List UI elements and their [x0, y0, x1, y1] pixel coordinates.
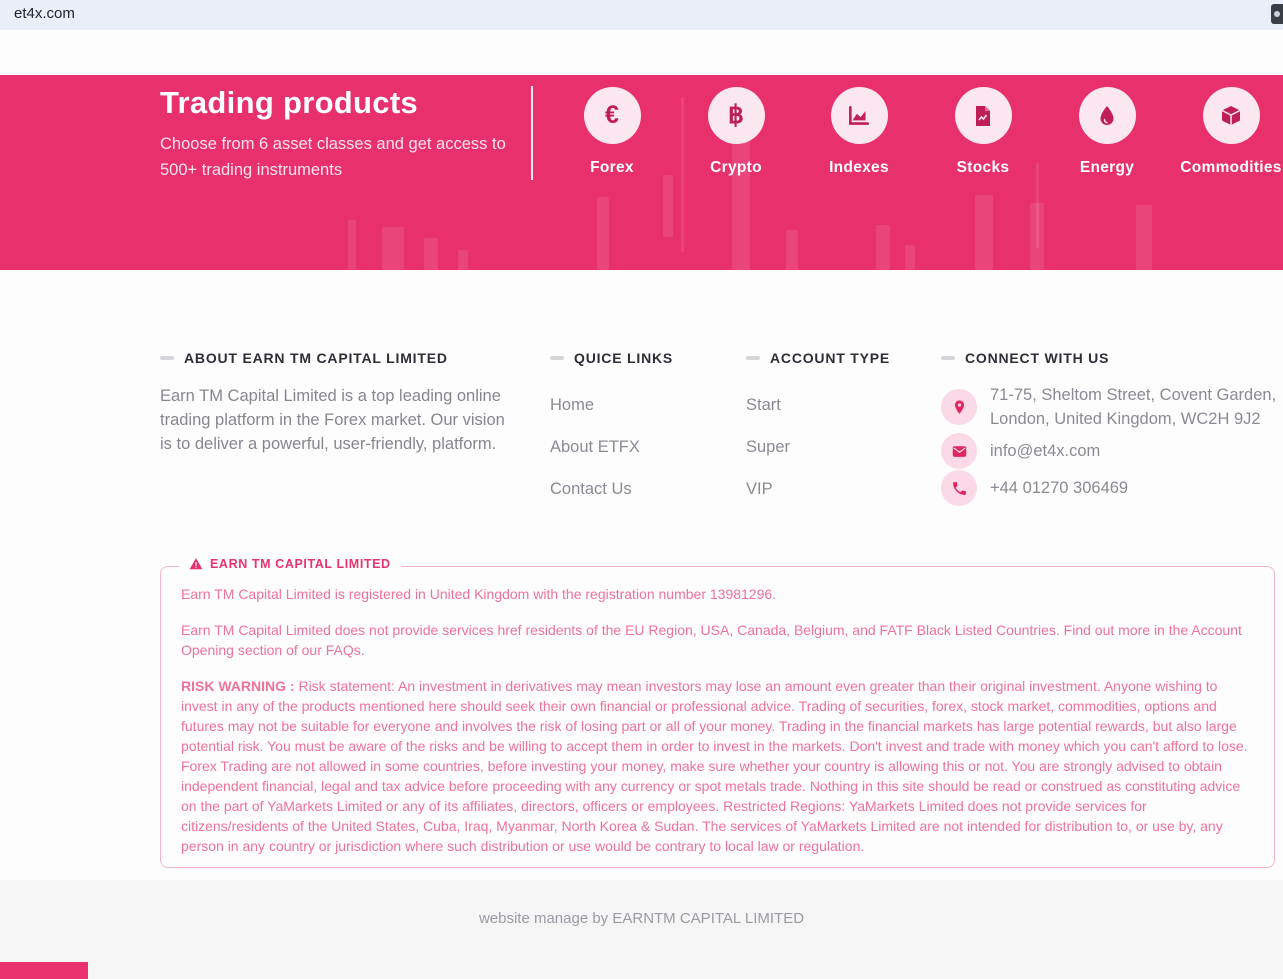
cube-icon: [1202, 87, 1260, 144]
phone-icon: [941, 470, 977, 506]
envelope-icon: [941, 433, 977, 469]
heading-dash: [160, 356, 174, 360]
candlestick-decoration: [905, 245, 915, 270]
site-credit: website manage by EARNTM CAPITAL LIMITED: [478, 910, 805, 927]
document-chart-icon: [954, 87, 1012, 144]
droplet-icon: [1078, 87, 1136, 144]
heading-dash: [550, 356, 564, 360]
about-text: Earn TM Capital Limited is a top leading…: [160, 387, 505, 453]
bottom-left-pink-strip: [0, 962, 88, 979]
euro-icon: €: [583, 87, 641, 144]
heading-dash: [746, 356, 760, 360]
product-indexes[interactable]: Indexes: [799, 87, 919, 177]
product-label: Stocks: [956, 159, 1010, 176]
restrictions-paragraph: Earn TM Capital Limited does not provide…: [181, 622, 1242, 658]
quick-links-heading: QUICE LINKS: [550, 350, 673, 366]
browser-top-bar: et4x.com: [0, 0, 1283, 30]
banner-title: Trading products: [160, 85, 418, 120]
candlestick-decoration: [382, 227, 404, 270]
candlestick-decoration: [1030, 203, 1044, 270]
candlestick-decoration: [1036, 163, 1039, 248]
candlestick-decoration: [975, 195, 993, 270]
banner-subtitle: Choose from 6 asset classes and get acce…: [160, 135, 506, 179]
browser-control-dot: [1274, 11, 1280, 17]
risk-warning-label: RISK WARNING :: [181, 678, 295, 694]
email-text[interactable]: info@et4x.com: [990, 442, 1101, 460]
product-label: Indexes: [829, 159, 889, 176]
bottom-band: website manage by EARNTM CAPITAL LIMITED: [0, 880, 1283, 979]
link-contact-us[interactable]: Contact Us: [550, 480, 632, 498]
candlestick-decoration: [348, 220, 356, 270]
product-label: Forex: [590, 159, 634, 176]
phone-row[interactable]: +44 01270 306469: [941, 470, 1283, 506]
product-label: Commodities: [1180, 159, 1282, 176]
link-account-start[interactable]: Start: [746, 396, 781, 414]
link-account-vip[interactable]: VIP: [746, 480, 773, 498]
disclaimer-box: EARN TM CAPITAL LIMITED Earn TM Capital …: [160, 557, 1275, 868]
account-type-heading: ACCOUNT TYPE: [746, 350, 890, 366]
email-row[interactable]: info@et4x.com: [941, 433, 1283, 469]
candlestick-decoration: [424, 238, 438, 270]
product-label: Energy: [1079, 159, 1135, 176]
product-stocks[interactable]: Stocks: [923, 87, 1043, 177]
area-chart-icon: [830, 87, 888, 144]
product-crypto[interactable]: ฿ Crypto: [676, 87, 796, 177]
link-home[interactable]: Home: [550, 396, 595, 414]
product-commodities[interactable]: Commodities: [1171, 87, 1283, 177]
candlestick-decoration: [786, 230, 798, 270]
browser-control-icon[interactable]: [1271, 4, 1283, 24]
address-row: 71-75, Sheltom Street, Covent Garden, Lo…: [941, 383, 1283, 431]
candlestick-decoration: [597, 197, 609, 270]
disclaimer-legend: EARN TM CAPITAL LIMITED: [179, 557, 401, 571]
candlestick-decoration: [732, 137, 750, 270]
product-forex[interactable]: € Forex: [552, 87, 672, 177]
registration-paragraph: Earn TM Capital Limited is registered in…: [181, 586, 777, 602]
address-text: 71-75, Sheltom Street, Covent Garden, Lo…: [990, 386, 1277, 428]
bitcoin-icon: ฿: [707, 87, 765, 144]
candlestick-decoration: [663, 175, 673, 237]
candlestick-decoration: [1136, 205, 1152, 270]
risk-warning-text: Risk statement: An investment in derivat…: [181, 678, 1248, 854]
banner-divider: [531, 86, 533, 180]
trading-products-banner: Trading products Choose from 6 asset cla…: [0, 75, 1283, 270]
url-text[interactable]: et4x.com: [14, 5, 75, 22]
location-pin-icon: [941, 389, 977, 425]
heading-dash: [941, 356, 955, 360]
product-label: Crypto: [710, 159, 762, 176]
candlestick-decoration: [458, 250, 468, 270]
candlestick-decoration: [876, 225, 890, 270]
risk-warning-paragraph: RISK WARNING : Risk statement: An invest…: [181, 676, 1254, 856]
warning-triangle-icon: [189, 558, 203, 570]
disclaimer-legend-text: EARN TM CAPITAL LIMITED: [210, 557, 391, 571]
phone-text[interactable]: +44 01270 306469: [990, 479, 1129, 497]
product-energy[interactable]: Energy: [1047, 87, 1167, 177]
link-about-etfx[interactable]: About ETFX: [550, 438, 640, 456]
link-account-super[interactable]: Super: [746, 438, 791, 456]
connect-heading: CONNECT WITH US: [941, 350, 1109, 366]
candlestick-decoration: [681, 97, 684, 252]
about-heading: ABOUT EARN TM CAPITAL LIMITED: [160, 350, 448, 366]
